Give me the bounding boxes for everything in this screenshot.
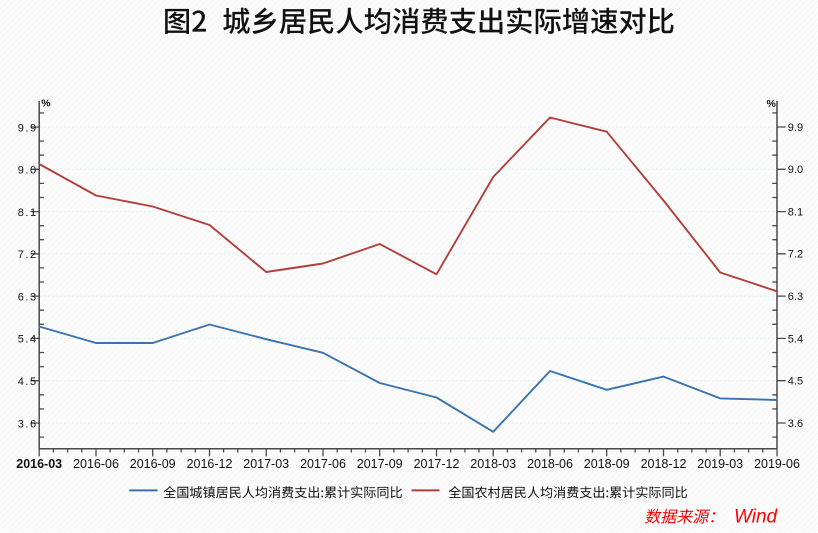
svg-text:7.2: 7.2 [788, 249, 803, 261]
svg-text:8.1: 8.1 [788, 207, 803, 219]
svg-text:2017-09: 2017-09 [357, 457, 403, 471]
svg-text:%: % [767, 98, 777, 110]
svg-text:2017-06: 2017-06 [300, 457, 346, 471]
svg-text:2018-12: 2018-12 [641, 457, 687, 471]
svg-text:2016-09: 2016-09 [130, 457, 176, 471]
svg-text:2018-09: 2018-09 [584, 457, 630, 471]
svg-text:8.1: 8.1 [18, 207, 38, 219]
svg-text:9.0: 9.0 [788, 164, 803, 176]
svg-text:9.9: 9.9 [18, 122, 38, 134]
svg-text:3.6: 3.6 [18, 418, 38, 430]
svg-text:5.4: 5.4 [18, 334, 38, 346]
svg-text:2019-03: 2019-03 [697, 457, 743, 471]
svg-text:9.0: 9.0 [18, 165, 38, 177]
svg-text:2019-06: 2019-06 [754, 457, 800, 471]
svg-text:2017-03: 2017-03 [243, 457, 289, 471]
svg-text:2016-12: 2016-12 [187, 457, 233, 471]
svg-text:9.9: 9.9 [788, 122, 803, 134]
svg-text:5.4: 5.4 [788, 333, 803, 345]
svg-text:3.6: 3.6 [788, 418, 803, 430]
svg-text:2018-06: 2018-06 [527, 457, 573, 471]
svg-text:7.2: 7.2 [18, 249, 38, 261]
svg-text:4.5: 4.5 [18, 376, 38, 388]
svg-text:6.3: 6.3 [788, 291, 803, 303]
svg-text:2018-03: 2018-03 [470, 457, 516, 471]
svg-text:2017-12: 2017-12 [414, 457, 460, 471]
svg-text:2016-06: 2016-06 [73, 457, 119, 471]
svg-text:Wind: Wind [734, 506, 779, 527]
svg-text:4.5: 4.5 [788, 376, 803, 388]
svg-text:%: % [41, 98, 51, 110]
svg-text:2016-03: 2016-03 [16, 457, 62, 471]
svg-text:6.3: 6.3 [18, 291, 38, 303]
